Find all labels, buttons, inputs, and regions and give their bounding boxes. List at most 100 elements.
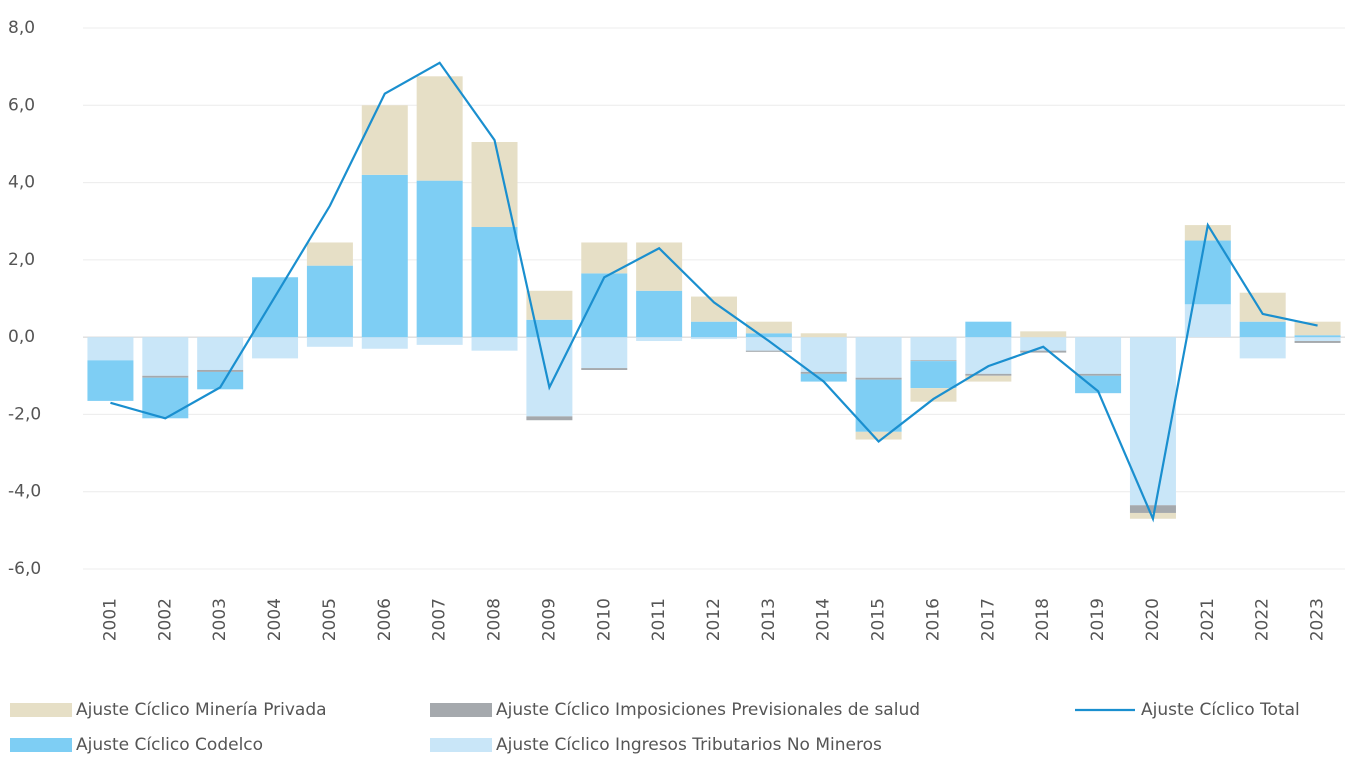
bar-segment <box>1294 337 1341 342</box>
bar-segment <box>252 337 299 359</box>
bar-segment <box>636 337 683 342</box>
bar-segment <box>1020 331 1067 338</box>
x-tick-label: 2008 <box>485 598 505 641</box>
bar-segment <box>197 369 244 372</box>
bar-segment <box>142 375 189 378</box>
bar-segment <box>142 377 189 419</box>
bar-segment <box>855 337 902 378</box>
x-tick-label: 2012 <box>704 598 724 641</box>
bar-segment <box>1075 373 1122 376</box>
bar-segment <box>416 180 463 338</box>
legend-swatch <box>10 738 72 752</box>
bar-segment <box>581 337 628 369</box>
bar-segment <box>800 371 847 374</box>
bar-segment <box>1294 321 1341 336</box>
x-tick-label: 2017 <box>978 598 998 641</box>
bar-segment <box>361 105 408 175</box>
legend-swatch <box>430 738 492 752</box>
legend-swatch <box>10 703 72 717</box>
x-tick-label: 2022 <box>1253 598 1273 641</box>
bar-segment <box>636 290 683 338</box>
x-tick-label: 2020 <box>1143 598 1163 641</box>
x-tick-label: 2014 <box>814 598 834 641</box>
y-tick-label: 4,0 <box>8 173 35 193</box>
bar-segment <box>1075 337 1122 374</box>
bar-segment <box>1020 350 1067 353</box>
x-tick-label: 2018 <box>1033 598 1053 641</box>
x-tick-label: 2015 <box>869 598 889 641</box>
y-tick-label: -6,0 <box>8 559 41 579</box>
x-tick-label: 2005 <box>320 598 340 641</box>
bar-segment <box>306 337 353 347</box>
bar-segment <box>1129 505 1176 513</box>
y-tick-label: 2,0 <box>8 250 35 270</box>
bar-segment <box>1294 335 1341 338</box>
bar-segment <box>965 337 1012 374</box>
bar-segment <box>965 373 1012 376</box>
bar-segment <box>306 242 353 266</box>
bar-segment <box>471 227 518 338</box>
y-tick-label: -4,0 <box>8 482 41 502</box>
x-tick-label: 2013 <box>759 598 779 641</box>
bar-segment <box>636 242 683 291</box>
x-tick-label: 2007 <box>430 598 450 641</box>
bar-segment <box>965 321 1012 338</box>
bar-segment <box>1075 375 1122 394</box>
bar-segment <box>800 337 847 372</box>
bar-segment <box>581 368 628 370</box>
bar-segment <box>197 337 244 370</box>
bar-segment <box>526 416 573 421</box>
y-tick-label: 6,0 <box>8 95 35 115</box>
x-tick-label: 2016 <box>923 598 943 641</box>
legend-label: Ajuste Cíclico Total <box>1141 700 1300 720</box>
x-tick-label: 2009 <box>539 598 559 641</box>
x-tick-label: 2004 <box>265 598 285 641</box>
x-tick-label: 2006 <box>375 598 395 641</box>
y-tick-label: 0,0 <box>8 327 35 347</box>
bar-segment <box>361 174 408 338</box>
bar-segment <box>910 360 957 362</box>
bar-segment <box>691 321 737 338</box>
bar-segment <box>1239 337 1286 359</box>
bar-segment <box>800 333 847 338</box>
legend-label: Ajuste Cíclico Imposiciones Previsionale… <box>496 700 920 720</box>
bar-segment <box>1294 341 1341 343</box>
bar-segment <box>745 333 792 338</box>
bar-segment <box>416 76 463 181</box>
bar-segment <box>745 350 792 352</box>
bar-segment <box>197 371 244 390</box>
x-tick-label: 2002 <box>155 598 175 641</box>
x-tick-label: 2021 <box>1198 598 1218 641</box>
legend-swatch <box>430 703 492 717</box>
x-tick-label: 2023 <box>1308 598 1328 641</box>
bar-segment <box>361 337 408 349</box>
y-tick-label: 8,0 <box>8 18 35 38</box>
bar-segment <box>526 319 573 338</box>
legend-label: Ajuste Cíclico Minería Privada <box>76 700 327 720</box>
bar-segment <box>581 273 628 338</box>
bar-segment <box>1129 337 1176 506</box>
legend-label: Ajuste Cíclico Codelco <box>76 735 263 755</box>
bar-segment <box>471 337 518 351</box>
bar-segment <box>910 337 957 361</box>
bar-segment <box>306 265 353 338</box>
bar-segment <box>745 321 792 334</box>
bar-segment <box>87 360 134 401</box>
bar-segment <box>1184 225 1231 241</box>
bar-segment <box>1020 337 1067 351</box>
bar-segment <box>416 337 463 345</box>
y-tick-label: -2,0 <box>8 404 41 424</box>
bar-segment <box>855 431 902 440</box>
bar-segment <box>1239 321 1286 338</box>
bar-segment <box>142 337 189 376</box>
bar-segment <box>745 337 792 351</box>
bar-segment <box>965 375 1012 382</box>
x-tick-label: 2010 <box>594 598 614 641</box>
x-tick-label: 2011 <box>649 598 669 641</box>
bar-segment <box>87 337 134 361</box>
bar-segment <box>910 361 957 389</box>
bar-segment <box>855 377 902 380</box>
total-line <box>110 61 1318 523</box>
legend-label: Ajuste Cíclico Ingresos Tributarios No M… <box>496 735 882 755</box>
